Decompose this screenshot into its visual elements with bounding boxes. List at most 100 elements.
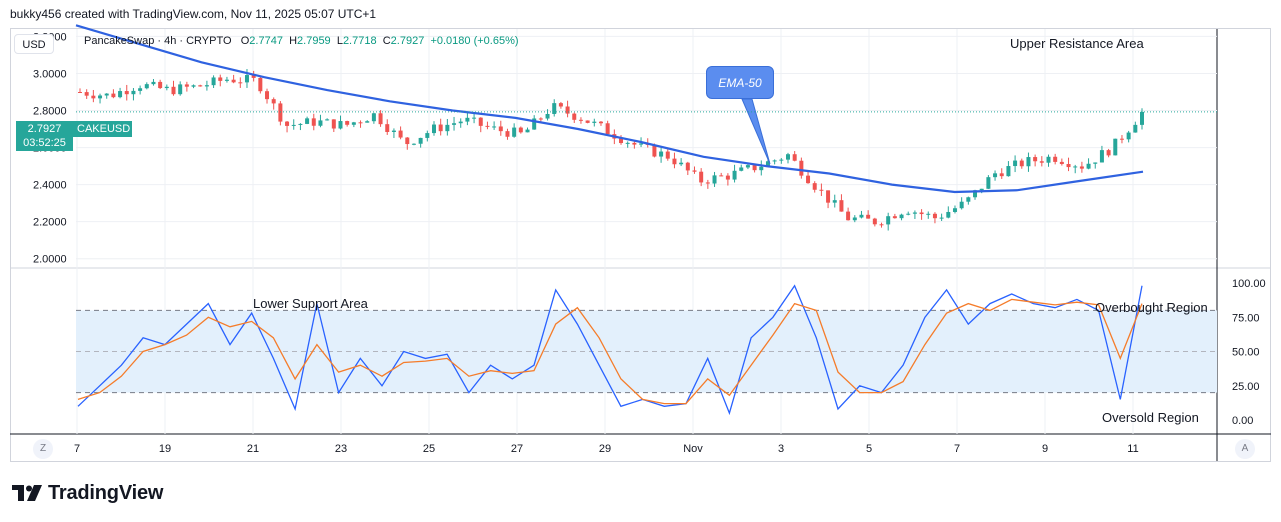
candle-body <box>892 216 897 219</box>
time-tick-label: 7 <box>954 443 960 455</box>
candle-body <box>111 93 116 98</box>
candle-body <box>371 113 376 122</box>
candle-body <box>899 214 904 219</box>
candle-body <box>939 217 944 219</box>
candle-body <box>1039 161 1044 163</box>
candle-body <box>492 126 497 128</box>
candle-body <box>806 175 811 184</box>
last-price-value: 2.7927 <box>27 123 62 135</box>
bar-countdown: 03:52:25 <box>23 137 66 149</box>
candle-body <box>578 119 583 121</box>
candle-body <box>224 79 229 81</box>
candle-body <box>679 162 684 165</box>
candle-body <box>592 121 597 123</box>
candle-body <box>772 160 777 162</box>
candle-body <box>385 124 390 132</box>
candle-body <box>78 91 82 93</box>
time-tick-label: 19 <box>159 443 171 455</box>
auto-scale-button[interactable]: A <box>1235 439 1255 459</box>
candle-body <box>999 173 1004 177</box>
candle-body <box>932 213 937 219</box>
candle-body <box>425 133 430 138</box>
time-tick-label: 9 <box>1042 443 1048 455</box>
candle-body <box>652 144 657 157</box>
time-tick-label: 5 <box>866 443 872 455</box>
candle-body <box>906 213 911 215</box>
low-label: L <box>336 35 343 47</box>
time-tick-label: 25 <box>423 443 435 455</box>
candle-body <box>411 143 416 145</box>
candle-body <box>866 214 871 219</box>
candle-body <box>331 119 336 129</box>
candle-body <box>131 90 136 95</box>
candle-body <box>705 182 710 184</box>
chart-legend: PancakeSwap · 4h · CRYPTO O2.7747 H2.795… <box>84 35 519 47</box>
candle-body <box>191 85 196 87</box>
close-value: 2.7927 <box>390 35 425 47</box>
chart-frame <box>10 28 1271 462</box>
candle-body <box>585 120 590 123</box>
candle-body <box>1059 161 1064 165</box>
candle-body <box>325 119 330 121</box>
candle-body <box>699 171 704 183</box>
candle-body <box>1019 160 1024 167</box>
stoch-tick-label: 25.00 <box>1232 381 1260 393</box>
candle-body <box>445 124 450 132</box>
candle-body <box>665 151 670 159</box>
candle-body <box>211 77 216 86</box>
tradingview-logo-icon <box>12 485 42 501</box>
candle-body <box>959 201 964 209</box>
candle-body <box>859 214 864 218</box>
candle-body <box>298 123 303 125</box>
timezone-button[interactable]: Z <box>33 439 53 459</box>
candle-body <box>779 159 784 161</box>
price-tick-label: 3.0000 <box>33 68 67 80</box>
candle-body <box>98 95 103 99</box>
candle-body <box>993 173 998 178</box>
candle-body <box>752 165 757 171</box>
candle-body <box>819 189 824 191</box>
last-price-box: 2.7927 03:52:25 <box>16 121 73 151</box>
high-label: H <box>289 35 298 47</box>
candle-body <box>485 125 490 127</box>
ema-callout: EMA-50 <box>706 66 774 99</box>
tradingview-wordmark: TradingView <box>48 481 164 504</box>
overbought-label: Overbought Region <box>1095 300 1208 315</box>
candle-body <box>378 113 383 125</box>
candle-body <box>472 117 477 119</box>
candle-body <box>405 137 410 145</box>
candle-body <box>926 213 931 215</box>
candle-body <box>799 160 804 176</box>
candle-body <box>846 211 851 221</box>
candle-body <box>659 151 664 157</box>
candle-body <box>632 142 637 145</box>
candle-body <box>351 122 356 125</box>
candle-body <box>1013 160 1018 167</box>
ema-callout-pointer <box>741 98 771 165</box>
stoch-tick-label: 75.00 <box>1232 312 1260 324</box>
candle-body <box>311 118 316 126</box>
candle-body <box>826 190 831 203</box>
open-value: 2.7747 <box>249 35 283 47</box>
time-tick-label: 29 <box>599 443 611 455</box>
candle-body <box>685 162 690 171</box>
lower-support-label: Lower Support Area <box>253 296 368 311</box>
last-price-tag: 2.7927 03:52:25 CAKEUSD <box>16 121 132 151</box>
candle-body <box>732 170 737 180</box>
candle-body <box>765 161 770 167</box>
candle-body <box>786 154 790 160</box>
price-tick-label: 2.2000 <box>33 217 67 229</box>
candle-body <box>244 75 249 83</box>
candle-body <box>138 88 143 91</box>
candle-body <box>812 183 817 190</box>
candle-body <box>144 84 149 89</box>
currency-button[interactable]: USD <box>14 34 54 54</box>
candle-body <box>1026 157 1031 167</box>
candle-body <box>465 117 470 122</box>
candle-body <box>1006 166 1011 177</box>
candle-body <box>118 91 123 98</box>
candle-body <box>725 175 730 180</box>
candle-body <box>91 95 96 99</box>
candle-body <box>318 120 323 126</box>
